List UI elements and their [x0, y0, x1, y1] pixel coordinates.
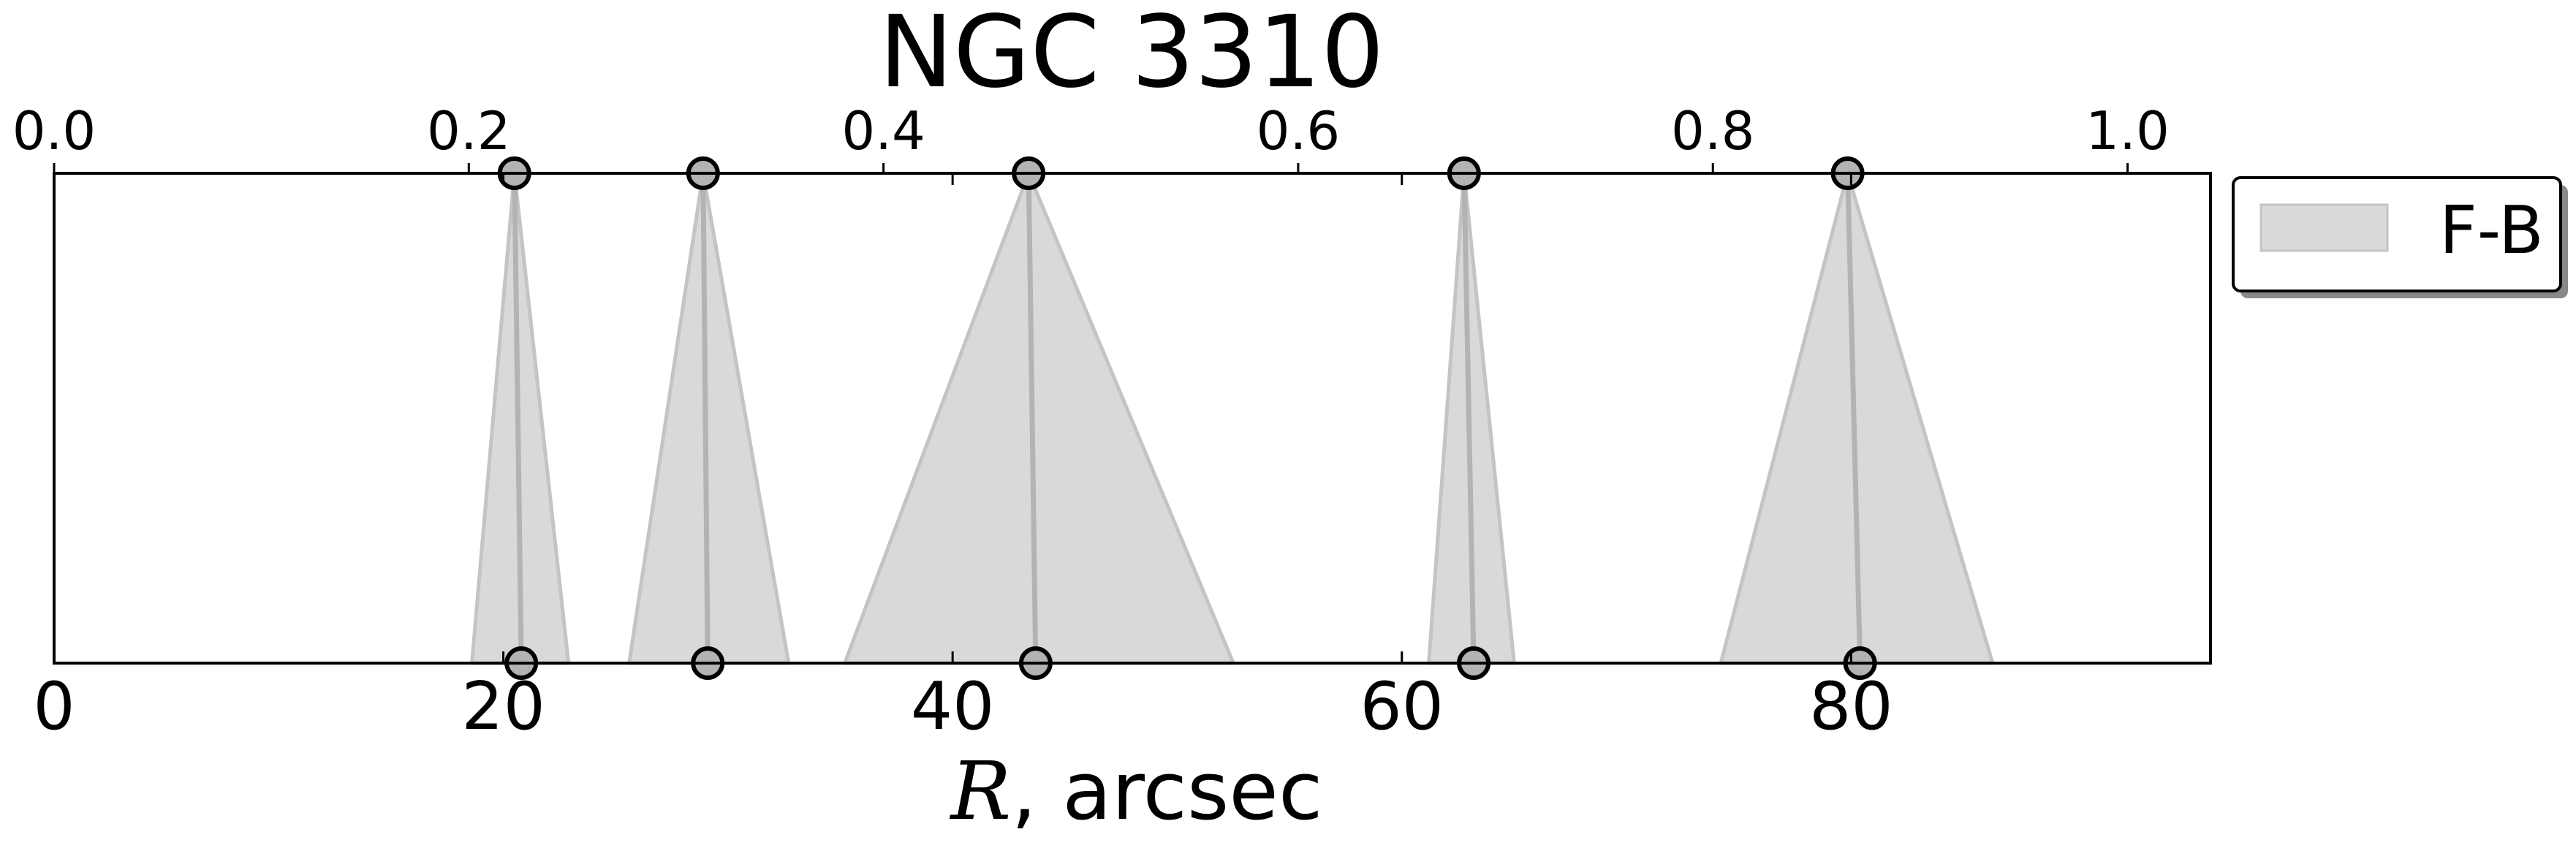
- chart-marks: [470, 156, 1995, 680]
- top-tick-label: 0.6: [1257, 100, 1341, 162]
- x-axis-label-unit: , arcsec: [1011, 744, 1322, 838]
- chart-title: NGC 3310: [879, 0, 1384, 110]
- data-point-group: [1719, 156, 1995, 680]
- data-point-group: [843, 156, 1235, 680]
- bottom-tick-label: 0: [33, 668, 75, 745]
- legend-label: F-B: [2439, 192, 2544, 269]
- bottom-tick-label: 40: [911, 668, 995, 745]
- x-axis-label-symbol: R: [950, 744, 1012, 838]
- legend: F-B: [2232, 176, 2568, 298]
- data-point-group: [1427, 156, 1516, 680]
- bottom-tick-label: 60: [1360, 668, 1444, 745]
- top-tick-label: 0.8: [1671, 100, 1755, 162]
- top-tick-label: 1.0: [2086, 100, 2170, 162]
- bottom-tick-label: 80: [1809, 668, 1893, 745]
- x-axis-label: R, arcsec: [950, 744, 1323, 838]
- legend-swatch: [2259, 203, 2389, 252]
- connector-line: [700, 173, 711, 664]
- top-tick-label: 0.4: [841, 100, 925, 162]
- top-axis: 0.0 0.2 0.4 0.6 0.8 1.0: [12, 100, 2170, 173]
- bottom-tick-label: 20: [461, 668, 545, 745]
- connector-line: [1845, 173, 1863, 664]
- range-triangle: [843, 171, 1235, 665]
- data-point-group: [470, 156, 571, 680]
- connector-line: [1461, 173, 1477, 664]
- connector-line: [1026, 173, 1039, 664]
- top-tick-label: 0.2: [427, 100, 511, 162]
- top-tick-label: 0.0: [12, 100, 96, 162]
- axes-frame: [53, 172, 2212, 665]
- data-point-group: [627, 156, 791, 680]
- bottom-axis: 0 20 40 60 80: [33, 173, 1893, 745]
- connector-line: [512, 173, 524, 664]
